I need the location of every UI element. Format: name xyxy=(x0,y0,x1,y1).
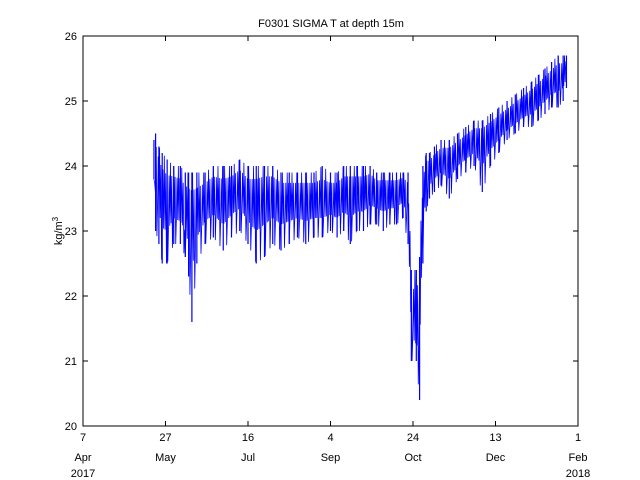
x-tick-month-5: Dec xyxy=(486,452,506,464)
x-tick-month-4: Oct xyxy=(404,452,421,464)
x-tick-day-1: 27 xyxy=(159,432,171,444)
series-trace xyxy=(153,55,567,385)
x-tick-day-4: 24 xyxy=(407,432,419,444)
y-axis-label: kg/m3 xyxy=(51,216,65,245)
x-tick-month-3: Sep xyxy=(321,452,341,464)
x-tick-day-3: 4 xyxy=(327,432,333,444)
series-group xyxy=(153,55,568,400)
x-tick-month-2: Jul xyxy=(241,452,255,464)
y-tick-label-20: 20 xyxy=(65,421,77,433)
x-tick-day-5: 13 xyxy=(489,432,501,444)
x-tick-year-0: 2017 xyxy=(71,468,95,480)
chart-title: F0301 SIGMA T at depth 15m xyxy=(258,18,404,30)
x-tick-month-6: Feb xyxy=(569,452,588,464)
x-tick-year-6: 2018 xyxy=(566,468,590,480)
y-tick-label-24: 24 xyxy=(65,161,77,173)
y-tick-label-25: 25 xyxy=(65,96,77,108)
y-axis-label-base: kg/m xyxy=(53,221,65,245)
x-tick-day-0: 7 xyxy=(80,432,86,444)
y-tick-label-21: 21 xyxy=(65,356,77,368)
y-tick-label-22: 22 xyxy=(65,291,77,303)
y-axis-label-superscript: 3 xyxy=(51,216,60,221)
x-tick-month-0: Apr xyxy=(74,452,91,464)
y-tick-label-23: 23 xyxy=(65,226,77,238)
x-tick-day-6: 1 xyxy=(575,432,581,444)
y-tick-label-26: 26 xyxy=(65,31,77,43)
x-axis: 7 Apr 2017 27 May 16 Jul 4 Sep 24 Oct 13 Dec 1 Feb 2018 xyxy=(71,36,590,480)
x-tick-day-2: 16 xyxy=(242,432,254,444)
x-tick-month-1: May xyxy=(155,452,176,464)
y-axis: 20 21 22 23 24 25 26 xyxy=(65,31,578,433)
